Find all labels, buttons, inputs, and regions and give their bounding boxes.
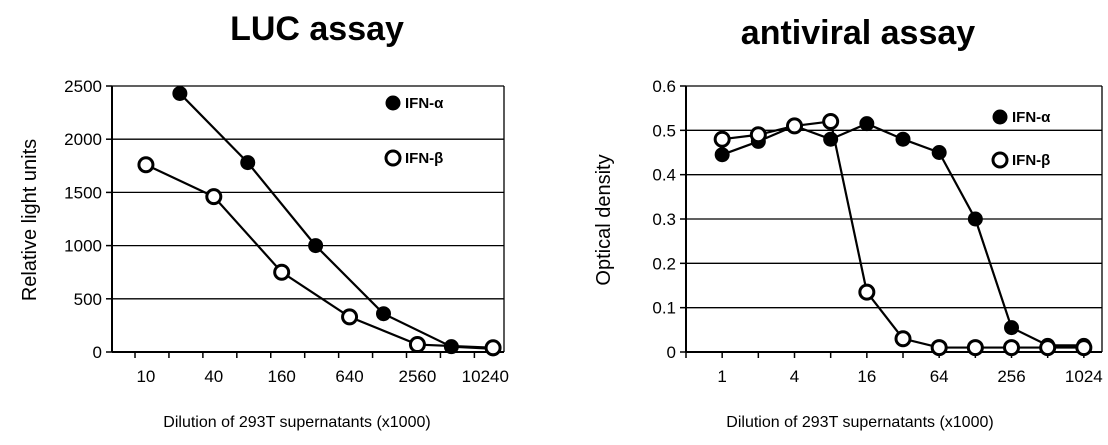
luc-x-tick-label-0: 10	[136, 367, 155, 386]
antiviral-series-0-point-6	[931, 145, 947, 160]
antiviral-chart-title: antiviral assay	[741, 14, 975, 52]
antiviral-legend-marker-0	[992, 109, 1008, 125]
antiviral-x-tick-label-0: 1	[717, 367, 726, 386]
antiviral-y-tick-label-2: 0.2	[652, 254, 676, 273]
luc-x-tick-label-2: 160	[267, 367, 295, 386]
antiviral-series-0-point-8	[1004, 320, 1020, 336]
antiviral-y-tick-label-6: 0.6	[652, 77, 676, 96]
antiviral-series-1-point-1	[749, 126, 767, 144]
luc-series-1-point-1	[205, 188, 223, 206]
luc-series-1-point-2	[273, 263, 291, 281]
antiviral-series-0-point-5	[895, 131, 911, 147]
antiviral-y-tick-label-5: 0.5	[652, 121, 676, 140]
antiviral-y-tick-label-3: 0.3	[652, 210, 676, 229]
luc-y-tick-label-1: 500	[74, 290, 102, 309]
luc-y-tick-label-3: 1500	[64, 183, 102, 202]
antiviral-x-tick-label-4: 256	[997, 367, 1025, 386]
antiviral-series-1-point-8	[1003, 339, 1021, 357]
antiviral-legend-label-ifn-alpha: IFN-α	[1012, 109, 1051, 126]
antiviral-series-1-point-0	[713, 130, 731, 148]
luc-series-1-point-0	[137, 156, 155, 174]
luc-y-tick-label-4: 2000	[64, 130, 102, 149]
antiviral-series-0-point-3	[823, 131, 839, 147]
antiviral-series-1-point-9	[1039, 339, 1057, 357]
luc-y-tick-label-0: 0	[93, 343, 102, 362]
luc-y-axis-label: Relative light units	[19, 139, 41, 301]
antiviral-series-1-point-7	[966, 339, 984, 357]
antiviral-y-tick-label-0: 0	[667, 343, 676, 362]
luc-legend-label-ifn-alpha: IFN-α	[405, 95, 444, 112]
luc-series-line-1	[145, 163, 494, 349]
luc-y-tick-label-5: 2500	[64, 77, 102, 96]
luc-series-0-point-2	[308, 238, 324, 254]
antiviral-x-axis-label: Dilution of 293T supernatants (x1000)	[726, 414, 993, 431]
antiviral-series-0-point-7	[967, 211, 983, 227]
antiviral-series-1-point-6	[930, 339, 948, 357]
antiviral-x-tick-label-2: 16	[857, 367, 876, 386]
antiviral-y-tick-label-1: 0.1	[652, 299, 676, 318]
antiviral-series-0-point-0	[714, 147, 730, 163]
antiviral-series-1-point-5	[894, 330, 912, 348]
luc-chart-title: LUC assay	[230, 10, 404, 48]
luc-x-tick-label-1: 40	[204, 367, 223, 386]
antiviral-x-tick-label-3: 64	[930, 367, 949, 386]
antiviral-legend-marker-1	[991, 151, 1009, 169]
luc-x-tick-label-3: 640	[335, 367, 363, 386]
antiviral-series-1-point-2	[786, 117, 804, 135]
luc-x-tick-label-5: 10240	[462, 367, 509, 386]
luc-series-0-point-4	[443, 339, 459, 355]
luc-series-1-point-4	[408, 336, 426, 354]
luc-x-axis-label: Dilution of 293T supernatants (x1000)	[163, 414, 430, 431]
luc-series-0-point-0	[172, 85, 188, 101]
luc-y-tick-label-2: 1000	[64, 237, 102, 256]
luc-legend-marker-0	[385, 95, 401, 111]
luc-series-line-0	[179, 92, 494, 350]
luc-series-0-point-1	[240, 155, 256, 171]
luc-series-1-point-5	[484, 339, 502, 357]
antiviral-legend-label-ifn-beta: IFN-β	[1012, 152, 1050, 169]
antiviral-y-axis-label: Optical density	[593, 154, 615, 285]
luc-series-0-point-3	[375, 306, 391, 322]
antiviral-series-1-point-3	[822, 112, 840, 130]
luc-x-tick-label-4: 2560	[399, 367, 437, 386]
antiviral-x-tick-label-1: 4	[790, 367, 799, 386]
luc-series-1-point-3	[341, 308, 359, 326]
antiviral-series-1-point-10	[1075, 339, 1093, 357]
antiviral-series-1-point-4	[858, 283, 876, 301]
luc-legend-marker-1	[384, 149, 402, 167]
luc-legend-label-ifn-beta: IFN-β	[405, 150, 443, 167]
antiviral-x-tick-label-5: 1024	[1065, 367, 1103, 386]
antiviral-y-tick-label-4: 0.4	[652, 166, 676, 185]
antiviral-series-0-point-4	[859, 116, 875, 132]
